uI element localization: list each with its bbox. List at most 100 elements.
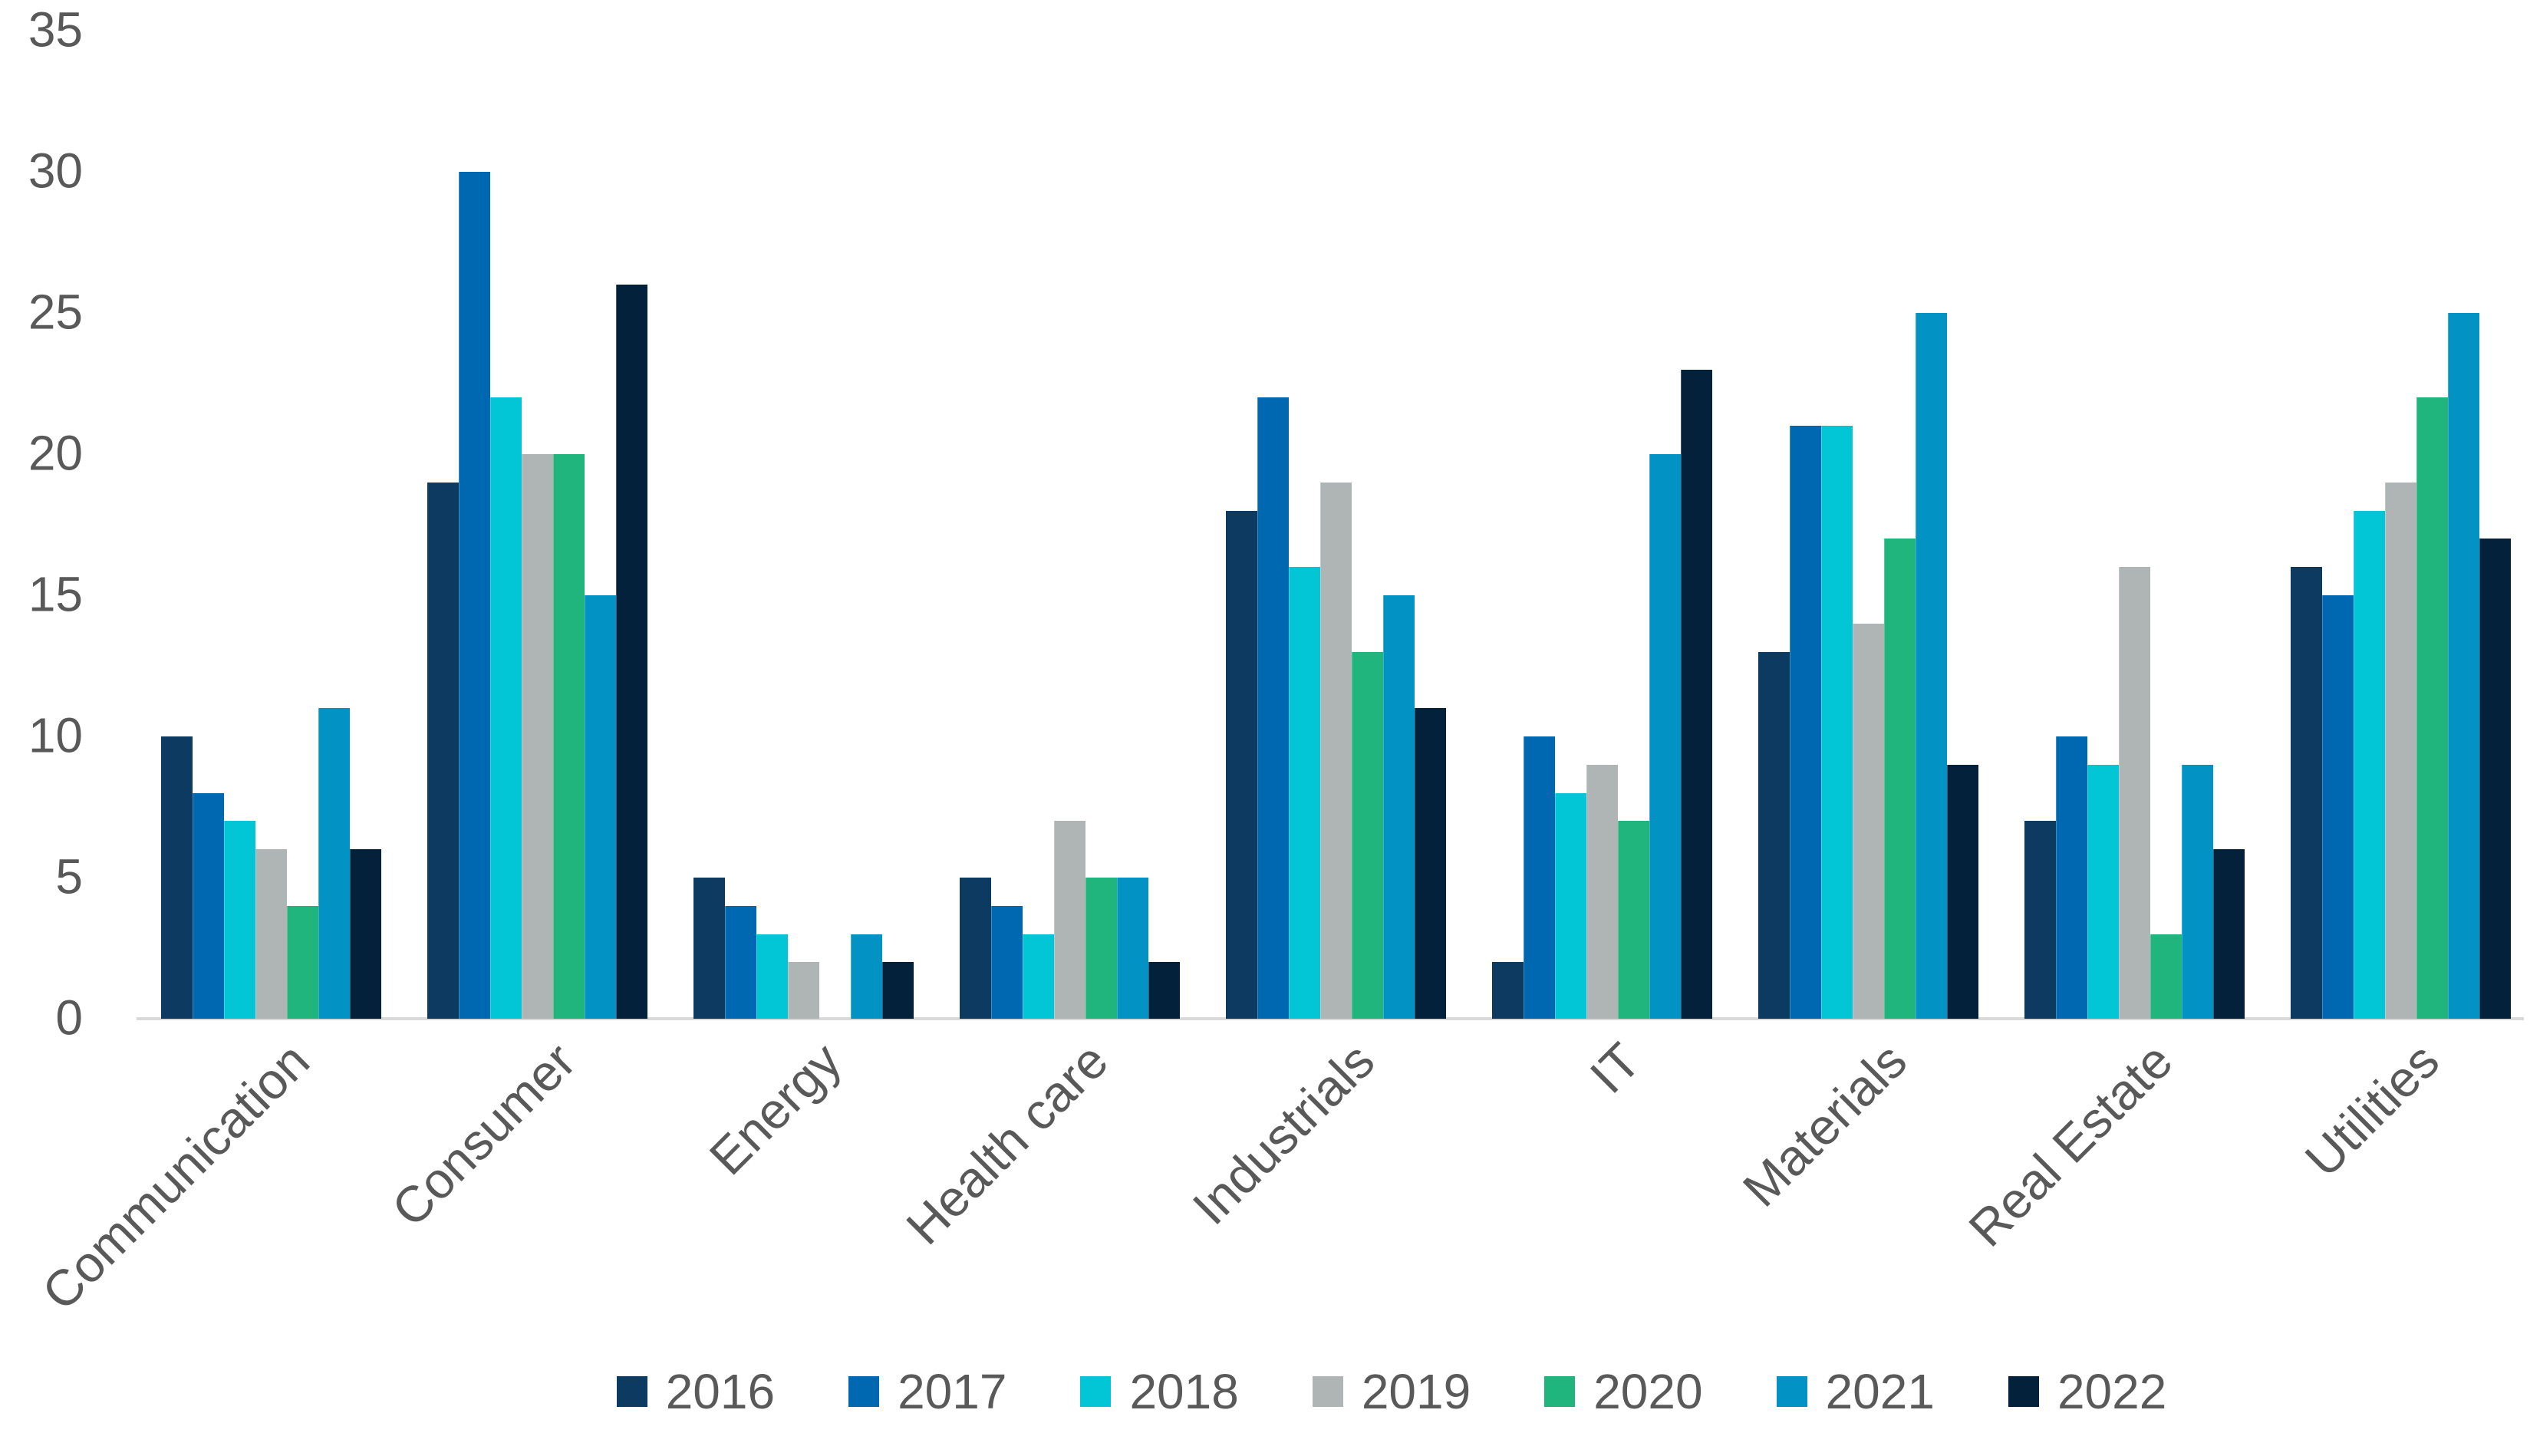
y-tick-label-15: 15	[28, 566, 83, 622]
x-tick-label-real-estate: Real Estate	[1958, 1032, 2183, 1257]
bar-2021-communication	[318, 708, 350, 1019]
bar-2019-utilities	[2385, 482, 2416, 1019]
x-tick-label-it: IT	[1579, 1032, 1651, 1104]
bar-group-health-care	[960, 821, 1180, 1019]
legend-swatch-2018	[1080, 1376, 1112, 1407]
bar-2020-communication	[287, 905, 318, 1019]
bar-2020-health-care	[1085, 878, 1117, 1019]
bar-2019-consumer	[522, 454, 553, 1019]
bar-2016-communication	[161, 736, 193, 1019]
bar-2021-health-care	[1117, 878, 1148, 1019]
y-tick-label-35: 35	[28, 2, 83, 58]
legend-label-2020: 2020	[1593, 1364, 1703, 1419]
bar-group-consumer	[427, 172, 647, 1019]
legend-swatch-2020	[1544, 1376, 1576, 1407]
bar-2017-it	[1524, 736, 1555, 1019]
bar-2016-materials	[1758, 651, 1790, 1019]
y-tick-label-10: 10	[28, 707, 83, 763]
bar-2017-health-care	[991, 905, 1023, 1019]
bar-2018-materials	[1821, 426, 1853, 1019]
bar-2020-materials	[1884, 539, 1916, 1019]
x-tick-label-industrials: Industrials	[1181, 1032, 1385, 1236]
bar-2022-industrials	[1415, 708, 1446, 1019]
bar-2021-it	[1649, 454, 1681, 1019]
bar-group-materials	[1758, 313, 1978, 1019]
legend-label-2016: 2016	[665, 1364, 776, 1419]
x-tick-label-utilities: Utilities	[2294, 1032, 2449, 1188]
bar-2017-industrials	[1257, 397, 1289, 1019]
bar-2016-industrials	[1226, 510, 1257, 1019]
bar-2018-real-estate	[2087, 764, 2119, 1019]
legend-item-2019: 2019	[1312, 1364, 1471, 1419]
legend: 2016 2017 2018 2019 2020 2021 2022	[0, 1367, 2530, 1416]
bar-2019-health-care	[1054, 821, 1085, 1019]
legend-label-2017: 2017	[898, 1364, 1007, 1419]
bar-group-communication	[161, 708, 381, 1019]
bar-2017-materials	[1790, 426, 1821, 1019]
bar-2018-energy	[756, 934, 788, 1019]
bar-2019-communication	[255, 849, 287, 1019]
bar-2016-energy	[693, 878, 725, 1019]
bar-2018-consumer	[490, 397, 522, 1019]
legend-item-2017: 2017	[848, 1367, 1006, 1416]
bar-2021-industrials	[1383, 595, 1415, 1019]
legend-label-2018: 2018	[1129, 1364, 1239, 1419]
bar-2022-energy	[882, 962, 914, 1019]
bar-2017-energy	[725, 905, 756, 1019]
x-tick-label-consumer: Consumer	[380, 1032, 586, 1237]
bar-2022-materials	[1947, 764, 1978, 1019]
bar-2017-utilities	[2322, 595, 2354, 1019]
bar-2019-materials	[1853, 623, 1884, 1019]
bar-2021-materials	[1916, 313, 1947, 1019]
legend-swatch-2017	[848, 1376, 880, 1407]
legend-item-2022: 2022	[2008, 1367, 2166, 1416]
bar-2019-industrials	[1320, 482, 1352, 1019]
legend-swatch-2022	[2008, 1376, 2039, 1407]
bar-2018-it	[1555, 792, 1586, 1019]
bar-2021-real-estate	[2182, 764, 2213, 1019]
bar-2016-utilities	[2291, 567, 2322, 1019]
bar-2022-communication	[350, 849, 381, 1019]
legend-item-2016: 2016	[616, 1364, 776, 1419]
bar-2016-real-estate	[2024, 821, 2056, 1019]
bar-2018-communication	[224, 821, 255, 1019]
x-tick-label-health-care: Health care	[895, 1032, 1118, 1256]
legend-item-2018: 2018	[1080, 1364, 1239, 1419]
bar-group-utilities	[2291, 313, 2511, 1019]
bar-2017-real-estate	[2056, 736, 2087, 1019]
legend-label-2019: 2019	[1361, 1364, 1471, 1419]
bar-2019-real-estate	[2119, 567, 2150, 1019]
y-tick-label-20: 20	[28, 425, 83, 481]
bar-2017-consumer	[459, 172, 490, 1019]
bar-2021-energy	[851, 934, 882, 1019]
y-tick-label-5: 5	[55, 848, 83, 904]
x-axis-line	[137, 1017, 2524, 1020]
bar-2022-real-estate	[2213, 849, 2245, 1019]
bar-2022-utilities	[2479, 539, 2511, 1019]
x-tick-label-communication: Communication	[31, 1032, 320, 1321]
legend-swatch-2019	[1312, 1376, 1343, 1407]
y-tick-label-0: 0	[55, 990, 83, 1046]
bar-2016-consumer	[427, 482, 459, 1019]
bar-2020-consumer	[553, 454, 585, 1019]
bar-group-real-estate	[2024, 567, 2245, 1019]
bar-2019-energy	[788, 962, 819, 1019]
bar-2022-consumer	[616, 285, 647, 1019]
x-tick-label-materials: Materials	[1731, 1032, 1917, 1217]
y-tick-label-30: 30	[28, 143, 83, 199]
bar-2019-it	[1586, 764, 1618, 1019]
bar-2018-industrials	[1289, 567, 1320, 1019]
bar-2016-it	[1492, 962, 1524, 1019]
bar-2020-industrials	[1352, 651, 1383, 1019]
legend-swatch-2021	[1776, 1376, 1807, 1407]
legend-label-2021: 2021	[1825, 1364, 1935, 1419]
bar-group-energy	[693, 878, 914, 1019]
bar-2021-utilities	[2448, 313, 2479, 1019]
bar-2016-health-care	[960, 878, 991, 1019]
bar-group-it	[1492, 369, 1712, 1019]
bar-2018-utilities	[2354, 510, 2385, 1019]
y-tick-label-25: 25	[28, 284, 83, 340]
bar-2020-utilities	[2416, 397, 2448, 1019]
legend-item-2020: 2020	[1544, 1364, 1703, 1419]
